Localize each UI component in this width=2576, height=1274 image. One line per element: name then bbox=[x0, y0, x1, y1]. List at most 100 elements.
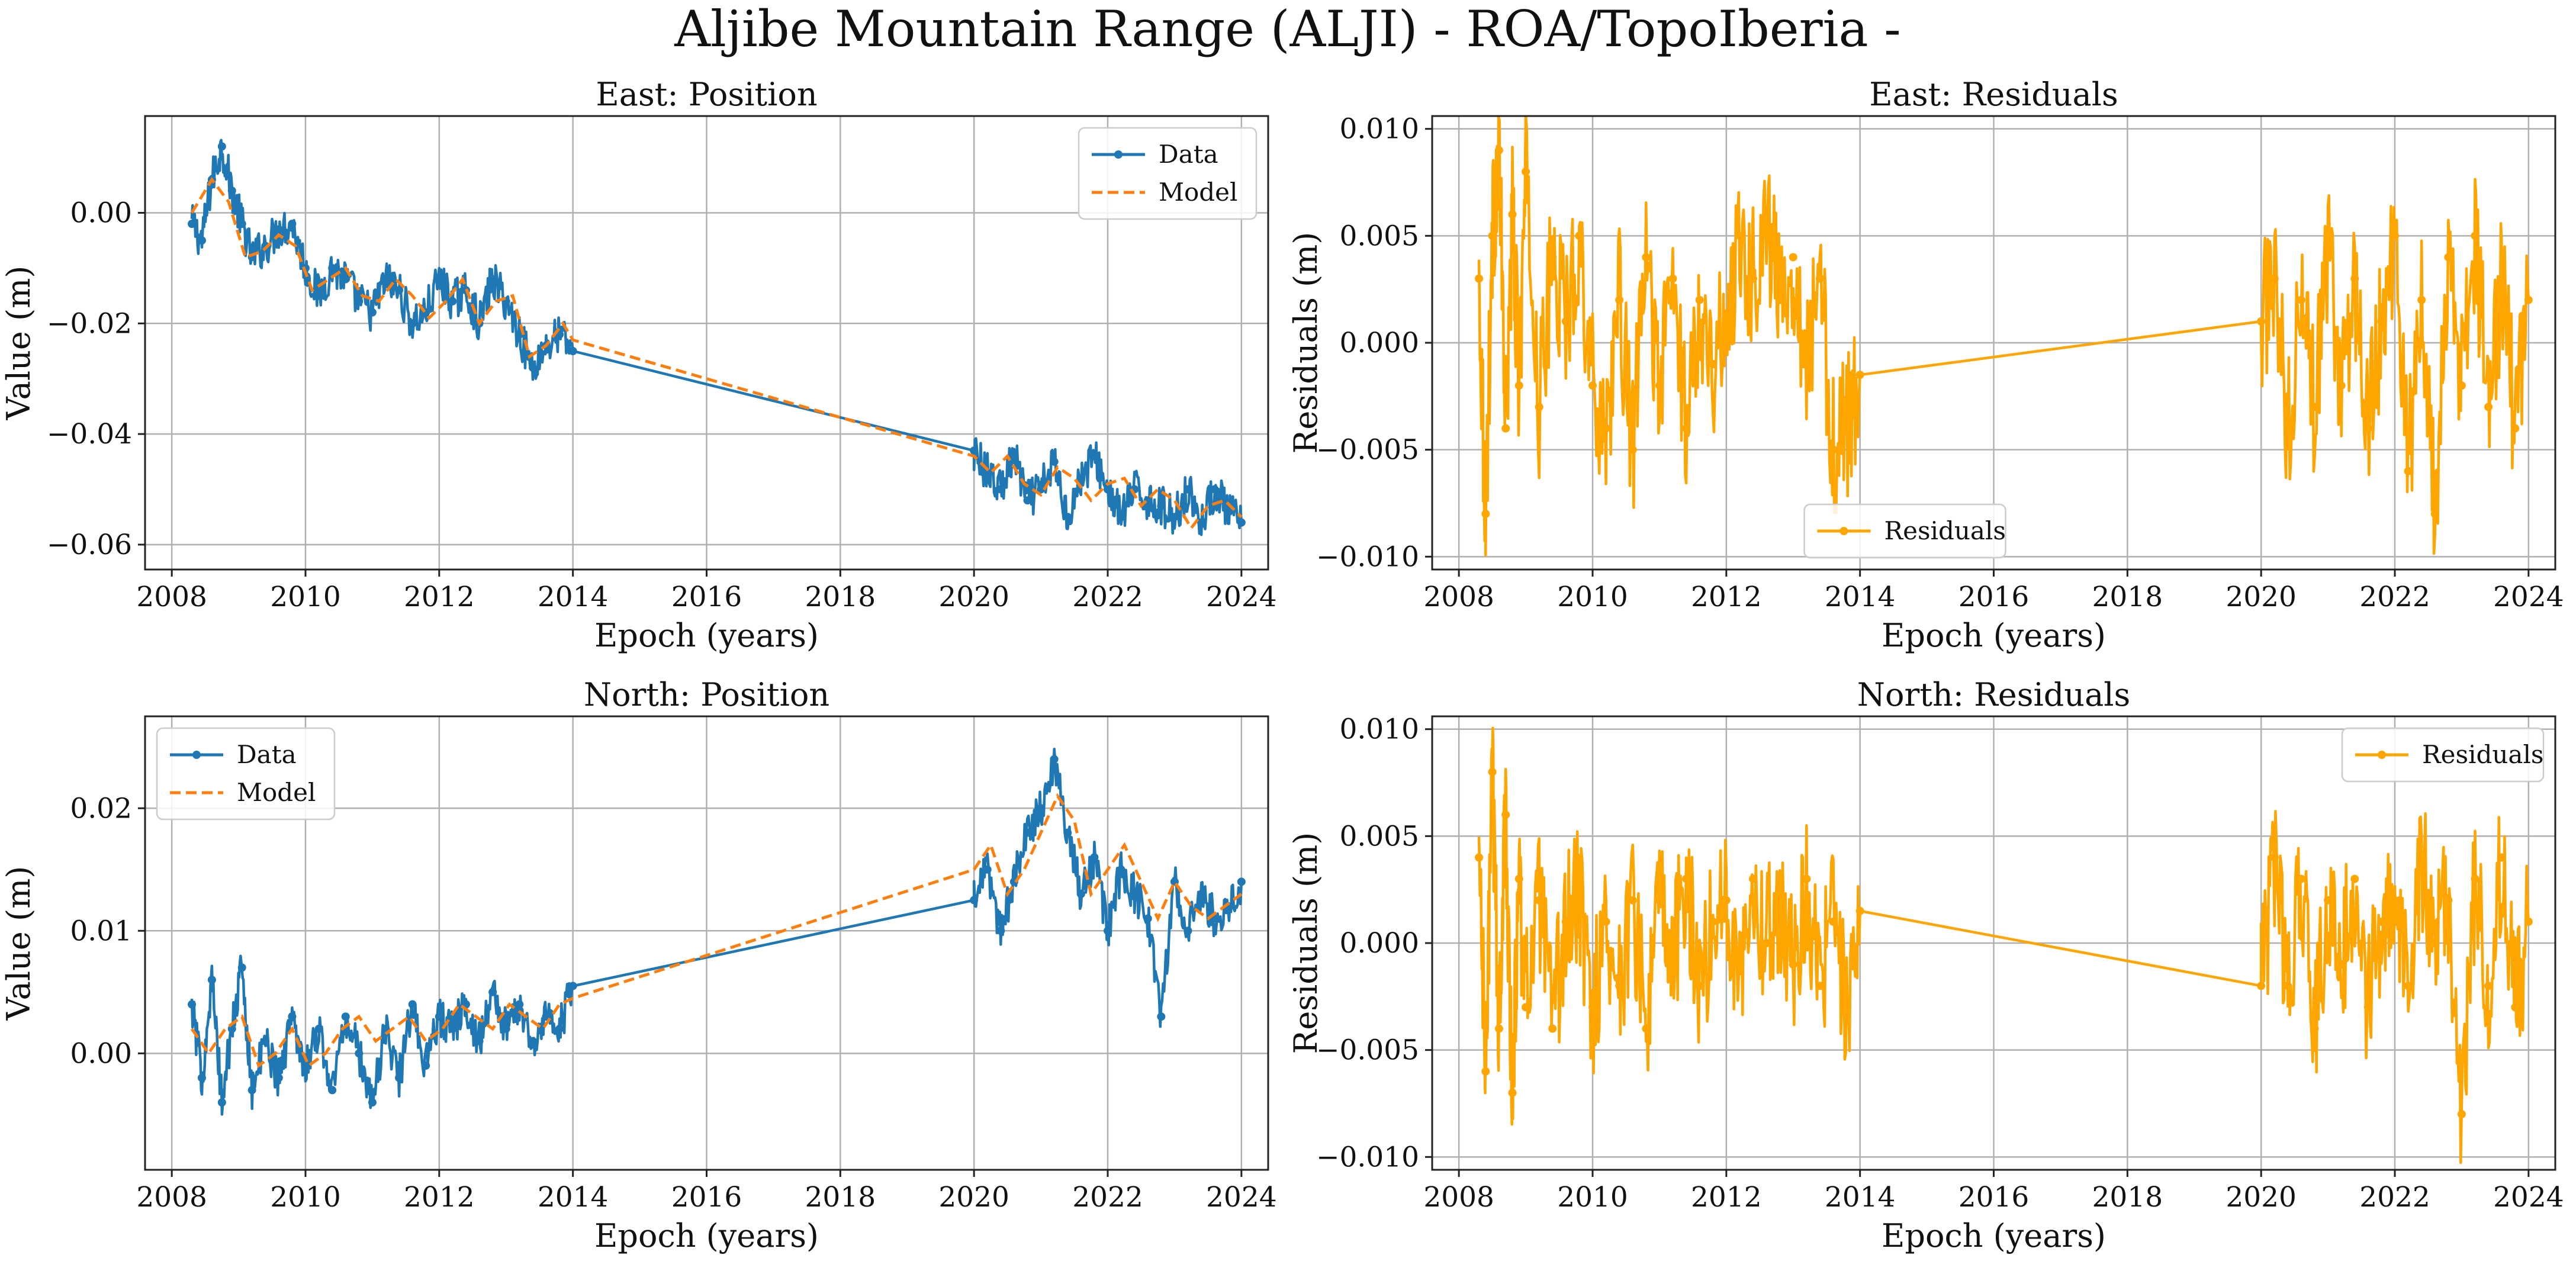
data-point bbox=[1762, 210, 1771, 219]
data-point bbox=[448, 297, 457, 305]
panel-title: North: Residuals bbox=[1857, 676, 2131, 713]
data-point bbox=[2417, 295, 2426, 304]
data-point bbox=[2257, 317, 2266, 326]
data-point bbox=[488, 275, 497, 284]
data-point bbox=[237, 220, 246, 229]
data-point bbox=[1575, 896, 1584, 905]
panel-title: East: Residuals bbox=[1869, 76, 2118, 113]
x-tick-label: 2008 bbox=[1423, 581, 1494, 613]
data-point bbox=[207, 976, 216, 985]
data-point bbox=[2337, 960, 2346, 969]
data-point bbox=[1776, 896, 1784, 905]
data-point bbox=[1076, 474, 1085, 482]
series-line-residuals bbox=[1477, 116, 2530, 557]
x-tick-label: 2008 bbox=[136, 581, 207, 613]
panel-east-position: East: Position Epoch (years) Value (m) 2008… bbox=[0, 76, 1277, 654]
y-tick-label: 0.00 bbox=[70, 1037, 132, 1070]
data-point bbox=[1628, 445, 1637, 454]
data-point bbox=[2444, 253, 2453, 262]
panel-title: North: Position bbox=[584, 676, 829, 713]
x-tick-label: 2012 bbox=[404, 1181, 475, 1214]
data-point bbox=[341, 1012, 350, 1021]
data-point bbox=[288, 1012, 297, 1021]
data-point bbox=[1776, 295, 1784, 304]
data-point bbox=[2511, 424, 2520, 433]
legend-marker bbox=[192, 751, 201, 759]
data-point bbox=[274, 1073, 283, 1082]
data-point bbox=[1184, 485, 1192, 494]
data-point bbox=[1143, 914, 1152, 923]
legend-label: Model bbox=[237, 778, 316, 807]
data-point bbox=[1475, 853, 1484, 862]
series-line-data bbox=[190, 748, 1243, 1116]
data-point bbox=[288, 220, 297, 229]
x-tick-label: 2014 bbox=[538, 1181, 609, 1214]
data-point bbox=[314, 1024, 323, 1033]
data-point bbox=[314, 291, 323, 300]
data-point bbox=[2377, 917, 2386, 926]
data-point bbox=[1237, 518, 1246, 527]
data-point bbox=[1815, 274, 1824, 283]
data-point bbox=[1224, 507, 1233, 516]
x-tick-label: 2016 bbox=[671, 581, 742, 613]
y-tick-label: −0.005 bbox=[1316, 434, 1419, 467]
data-point bbox=[475, 1037, 484, 1045]
data-point bbox=[996, 926, 1005, 935]
axes-frame bbox=[1431, 715, 2556, 1171]
x-tick-label: 2008 bbox=[1423, 1181, 1494, 1214]
data-point bbox=[435, 275, 443, 284]
y-tick-label: −0.010 bbox=[1316, 1141, 1419, 1173]
data-point bbox=[528, 363, 537, 372]
data-point bbox=[1615, 295, 1624, 304]
data-point bbox=[2310, 1024, 2319, 1033]
legend-label: Residuals bbox=[1884, 516, 2006, 545]
data-point bbox=[1722, 896, 1731, 905]
plot-area bbox=[1475, 726, 2533, 1164]
data-point bbox=[408, 319, 417, 328]
x-tick-label: 2022 bbox=[2359, 1181, 2430, 1214]
data-point bbox=[188, 1000, 197, 1009]
figure-title: Aljibe Mountain Range (ALJI) - ROA/TopoI… bbox=[674, 0, 1900, 58]
data-point bbox=[970, 896, 979, 905]
panel-east-residuals: East: Residuals Epoch (years) Residuals (m… bbox=[1287, 76, 2564, 654]
series-line-model bbox=[190, 176, 1243, 531]
x-tick-label: 2010 bbox=[270, 1181, 341, 1214]
y-tick-label: 0.02 bbox=[70, 792, 132, 825]
data-point bbox=[983, 865, 992, 874]
data-point bbox=[1501, 810, 1510, 819]
data-point bbox=[983, 468, 992, 477]
data-point bbox=[1762, 939, 1771, 947]
data-point bbox=[2444, 896, 2453, 905]
y-tick-label: 0.010 bbox=[1339, 113, 1419, 146]
data-point bbox=[328, 1086, 337, 1095]
data-point bbox=[1050, 457, 1059, 466]
data-point bbox=[1535, 896, 1543, 905]
x-tick-label: 2018 bbox=[2092, 1181, 2163, 1214]
x-tick-label: 2024 bbox=[2493, 1181, 2564, 1214]
data-point bbox=[1802, 874, 1811, 883]
data-point bbox=[197, 1073, 206, 1082]
data-point bbox=[1802, 360, 1811, 369]
data-point bbox=[1488, 231, 1497, 240]
data-point bbox=[188, 220, 197, 229]
data-point bbox=[1735, 960, 1744, 969]
data-point bbox=[1090, 853, 1099, 862]
data-point bbox=[1117, 865, 1125, 874]
data-point bbox=[1063, 513, 1072, 522]
data-point bbox=[435, 1012, 443, 1021]
data-point bbox=[2404, 982, 2413, 990]
data-point bbox=[1514, 381, 1523, 390]
x-tick-label: 2020 bbox=[938, 1181, 1009, 1214]
data-point bbox=[1682, 874, 1691, 883]
legend-box bbox=[1803, 503, 2006, 559]
data-point bbox=[368, 308, 377, 317]
legend: Data Model bbox=[156, 727, 336, 821]
data-point bbox=[555, 1024, 564, 1033]
data-point bbox=[1494, 146, 1503, 155]
x-tick-label: 2024 bbox=[1206, 581, 1277, 613]
x-tick-label: 2018 bbox=[2092, 581, 2163, 613]
data-point bbox=[301, 1061, 310, 1070]
data-point bbox=[408, 1000, 417, 1009]
data-point bbox=[2310, 403, 2319, 411]
data-point bbox=[1522, 167, 1530, 176]
